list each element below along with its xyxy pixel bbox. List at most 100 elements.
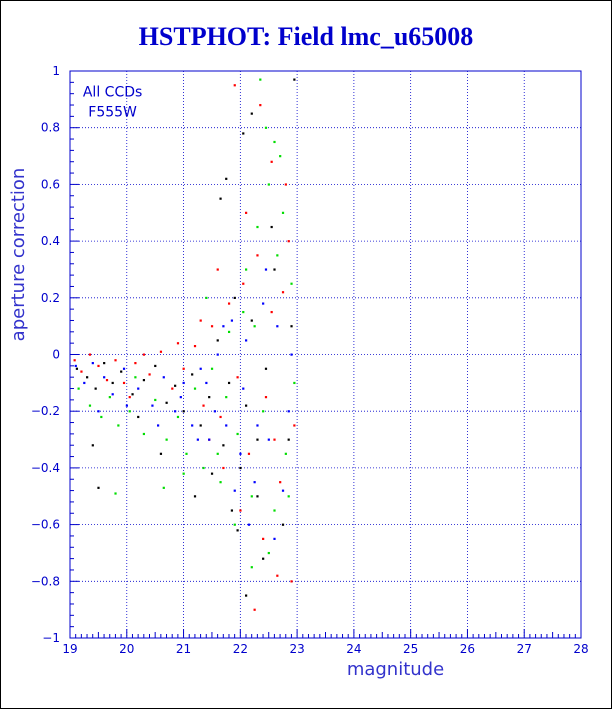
- data-point: [219, 415, 222, 419]
- y-tick-label: −0.2: [31, 404, 60, 418]
- data-point: [233, 296, 236, 299]
- data-point: [256, 424, 259, 427]
- data-point: [182, 410, 185, 413]
- data-point: [284, 183, 287, 186]
- data-point: [287, 438, 290, 441]
- data-point: [279, 481, 282, 484]
- x-tick-label: 21: [176, 642, 191, 656]
- data-point: [162, 376, 165, 379]
- data-point: [111, 393, 114, 396]
- data-point: [276, 254, 279, 257]
- data-point: [202, 466, 205, 470]
- data-point: [259, 78, 262, 81]
- data-point: [216, 452, 219, 455]
- data-point: [293, 424, 296, 427]
- data-point: [270, 160, 273, 163]
- data-point: [142, 432, 146, 436]
- data-point: [134, 376, 137, 379]
- data-point: [159, 350, 163, 353]
- data-point: [264, 268, 268, 271]
- data-point: [193, 387, 197, 390]
- data-point: [210, 472, 214, 475]
- data-point: [267, 183, 270, 186]
- y-tick-label: 1: [52, 64, 60, 78]
- data-point: [142, 353, 146, 356]
- data-point: [293, 78, 296, 81]
- data-point: [256, 254, 259, 257]
- data-point: [182, 367, 185, 370]
- data-point: [281, 211, 285, 214]
- data-point: [290, 282, 293, 285]
- data-point: [259, 104, 262, 107]
- data-point: [128, 396, 131, 399]
- data-point: [182, 472, 185, 475]
- data-point: [245, 339, 248, 342]
- data-point: [122, 367, 126, 370]
- y-tick-label: 0.2: [41, 291, 60, 305]
- data-point: [202, 404, 205, 407]
- data-point: [281, 489, 285, 492]
- x-tick-label: 24: [346, 642, 361, 656]
- x-tick-label: 25: [403, 642, 418, 656]
- data-point: [131, 393, 134, 396]
- data-point: [270, 310, 273, 314]
- chart-title: HSTPHOT: Field lmc_u65008: [138, 22, 474, 51]
- data-point: [77, 387, 80, 390]
- x-tick-label: 28: [573, 642, 588, 656]
- data-point: [193, 344, 197, 348]
- data-point: [83, 381, 86, 385]
- data-point: [264, 126, 268, 129]
- data-point: [86, 376, 89, 379]
- data-point: [267, 438, 270, 441]
- data-point: [233, 84, 236, 87]
- data-point: [250, 566, 253, 569]
- x-tick-label: 19: [62, 642, 77, 656]
- y-tick-label: 0.6: [41, 177, 60, 191]
- data-point: [264, 367, 268, 370]
- data-point: [205, 381, 208, 385]
- data-point: [281, 291, 285, 294]
- data-point: [174, 410, 177, 413]
- data-point: [142, 379, 146, 382]
- data-point: [196, 438, 199, 441]
- data-point: [114, 492, 117, 495]
- y-tick-label: 0.4: [41, 234, 60, 248]
- data-point: [151, 404, 154, 407]
- y-tick-label: −0.6: [31, 518, 60, 532]
- data-point: [103, 362, 106, 365]
- data-point: [208, 438, 211, 441]
- data-point: [281, 523, 285, 526]
- data-point: [233, 523, 236, 526]
- data-point: [91, 362, 94, 365]
- data-point: [290, 580, 293, 583]
- data-point: [247, 523, 251, 526]
- data-point: [253, 325, 256, 328]
- data-point: [250, 495, 253, 498]
- data-point: [97, 364, 100, 368]
- data-point: [239, 452, 242, 455]
- data-point: [191, 424, 194, 427]
- data-point: [165, 401, 168, 404]
- data-point: [193, 495, 197, 498]
- data-point: [216, 339, 219, 342]
- data-point: [273, 537, 276, 540]
- data-point: [176, 415, 180, 419]
- data-point: [97, 486, 100, 489]
- data-point: [159, 452, 163, 455]
- data-point: [137, 387, 140, 390]
- data-point: [267, 551, 270, 555]
- data-point: [219, 481, 222, 484]
- data-point: [247, 452, 251, 455]
- data-point: [208, 396, 211, 399]
- x-axis-title: magnitude: [347, 659, 444, 680]
- data-point: [227, 302, 231, 305]
- data-point: [174, 384, 177, 387]
- data-point: [80, 370, 83, 373]
- data-point: [222, 444, 225, 447]
- data-point: [210, 325, 214, 328]
- grid: [70, 71, 581, 638]
- data-point: [154, 398, 157, 402]
- data-point: [262, 557, 265, 560]
- data-point: [242, 132, 245, 135]
